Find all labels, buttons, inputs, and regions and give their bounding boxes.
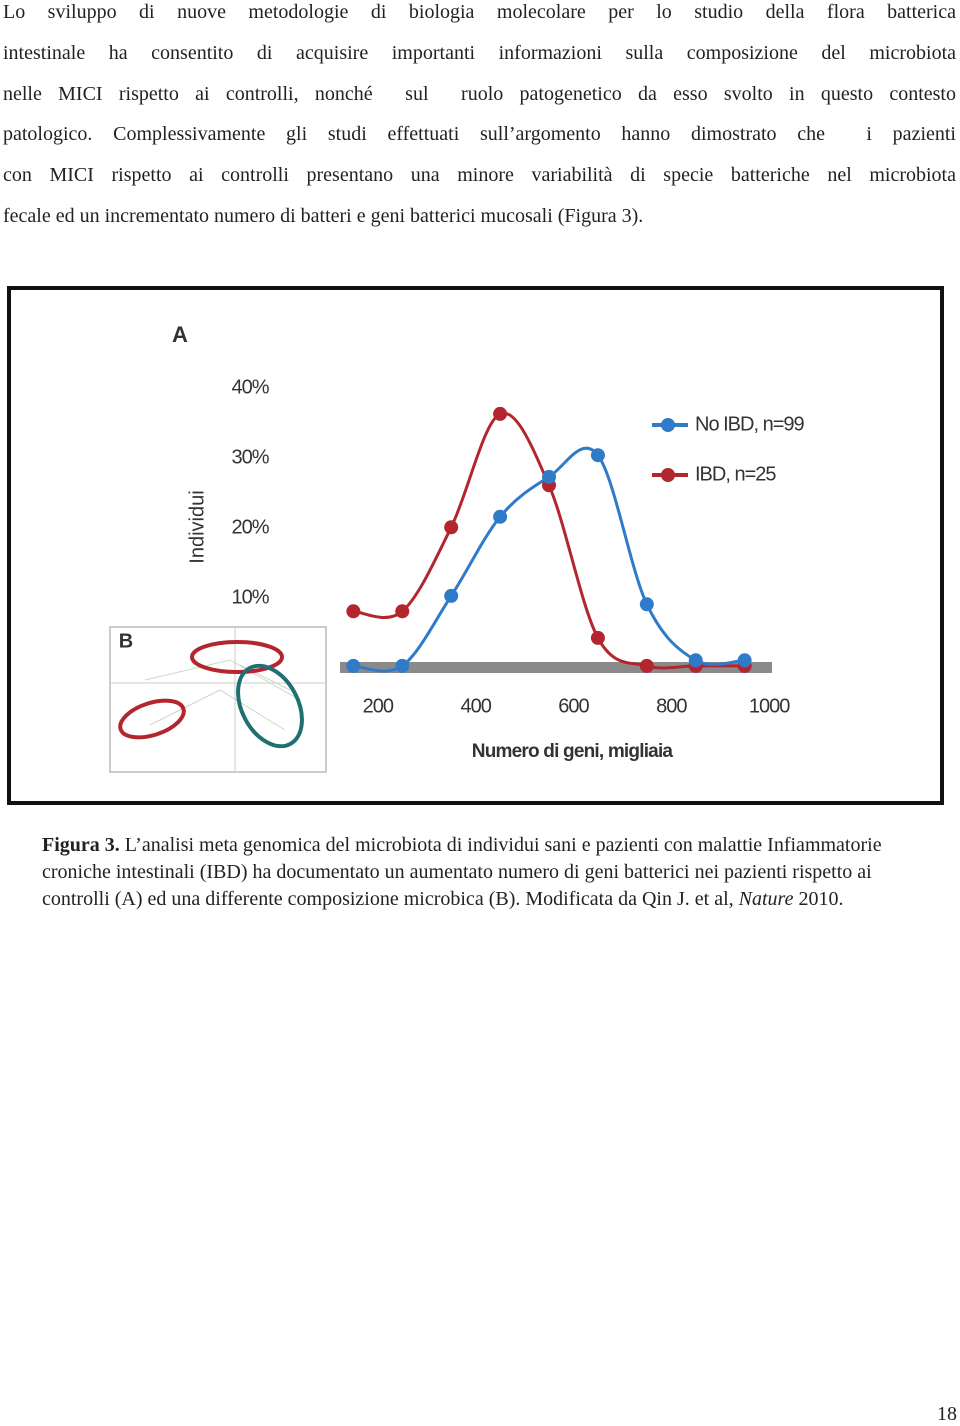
y-axis-label: Individui bbox=[186, 490, 208, 563]
y-tick-label: 20% bbox=[231, 516, 269, 538]
legend-label: No IBD, n=99 bbox=[695, 413, 805, 435]
y-tick-label: 40% bbox=[231, 376, 269, 398]
y-tick-label: 30% bbox=[231, 446, 269, 468]
figure: A Individui Numero di geni, migliaia B 1… bbox=[7, 286, 944, 805]
inset-frame bbox=[109, 626, 327, 773]
data-point bbox=[688, 653, 703, 668]
data-point bbox=[737, 653, 752, 668]
data-point bbox=[395, 658, 410, 673]
x-tick-label: 200 bbox=[363, 695, 394, 717]
data-point bbox=[395, 604, 410, 619]
data-point bbox=[639, 658, 654, 673]
legend-label: IBD, n=25 bbox=[695, 463, 776, 485]
data-point bbox=[346, 604, 361, 619]
data-point bbox=[590, 448, 605, 463]
inset-ellipse bbox=[236, 663, 304, 749]
legend-swatch bbox=[661, 468, 675, 482]
y-tick-label: 10% bbox=[231, 586, 269, 608]
data-point bbox=[542, 469, 557, 484]
x-tick-label: 1000 bbox=[749, 695, 790, 717]
inset-label: B bbox=[119, 630, 133, 652]
caption: Figura 3. L’analisi meta genomica del mi… bbox=[42, 832, 922, 913]
caption-italic: Nature bbox=[738, 888, 794, 910]
x-axis-bar bbox=[340, 662, 772, 673]
data-point bbox=[444, 588, 459, 603]
text-line: nelle MICI rispetto ai controlli, nonché… bbox=[3, 82, 956, 105]
inset-b: B bbox=[109, 626, 327, 773]
inset-ellipse bbox=[118, 698, 186, 740]
x-tick-label: 800 bbox=[656, 695, 687, 717]
data-point bbox=[639, 597, 654, 612]
data-point bbox=[493, 406, 508, 421]
x-axis-label: Numero di geni, migliaia bbox=[472, 741, 674, 762]
text-line: patologico. Complessivamente gli studi e… bbox=[3, 123, 956, 146]
text-line: fecale ed un incrementato numero di batt… bbox=[3, 204, 644, 227]
panel-label: A bbox=[172, 322, 188, 347]
data-point bbox=[493, 509, 508, 524]
caption-end: 2010. bbox=[793, 888, 844, 910]
data-point bbox=[444, 520, 459, 535]
x-tick-label: 400 bbox=[460, 695, 491, 717]
caption-text: L’analisi meta genomica del microbiota d… bbox=[42, 834, 882, 910]
data-point bbox=[346, 658, 361, 673]
caption-label: Figura 3. bbox=[42, 834, 120, 856]
text-line: Lo sviluppo di nuove metodologie di biol… bbox=[3, 1, 956, 23]
page-number: 18 bbox=[937, 1403, 957, 1425]
legend-swatch bbox=[661, 418, 675, 432]
paragraph: Lo sviluppo di nuove metodologie di biol… bbox=[3, 0, 956, 245]
x-tick-label: 600 bbox=[558, 695, 589, 717]
data-point bbox=[590, 630, 605, 645]
inset-ellipse bbox=[190, 640, 284, 674]
text-line: con MICI rispetto ai controlli presentan… bbox=[3, 164, 956, 187]
text-line: intestinale ha consentito di acquisire i… bbox=[3, 41, 956, 64]
